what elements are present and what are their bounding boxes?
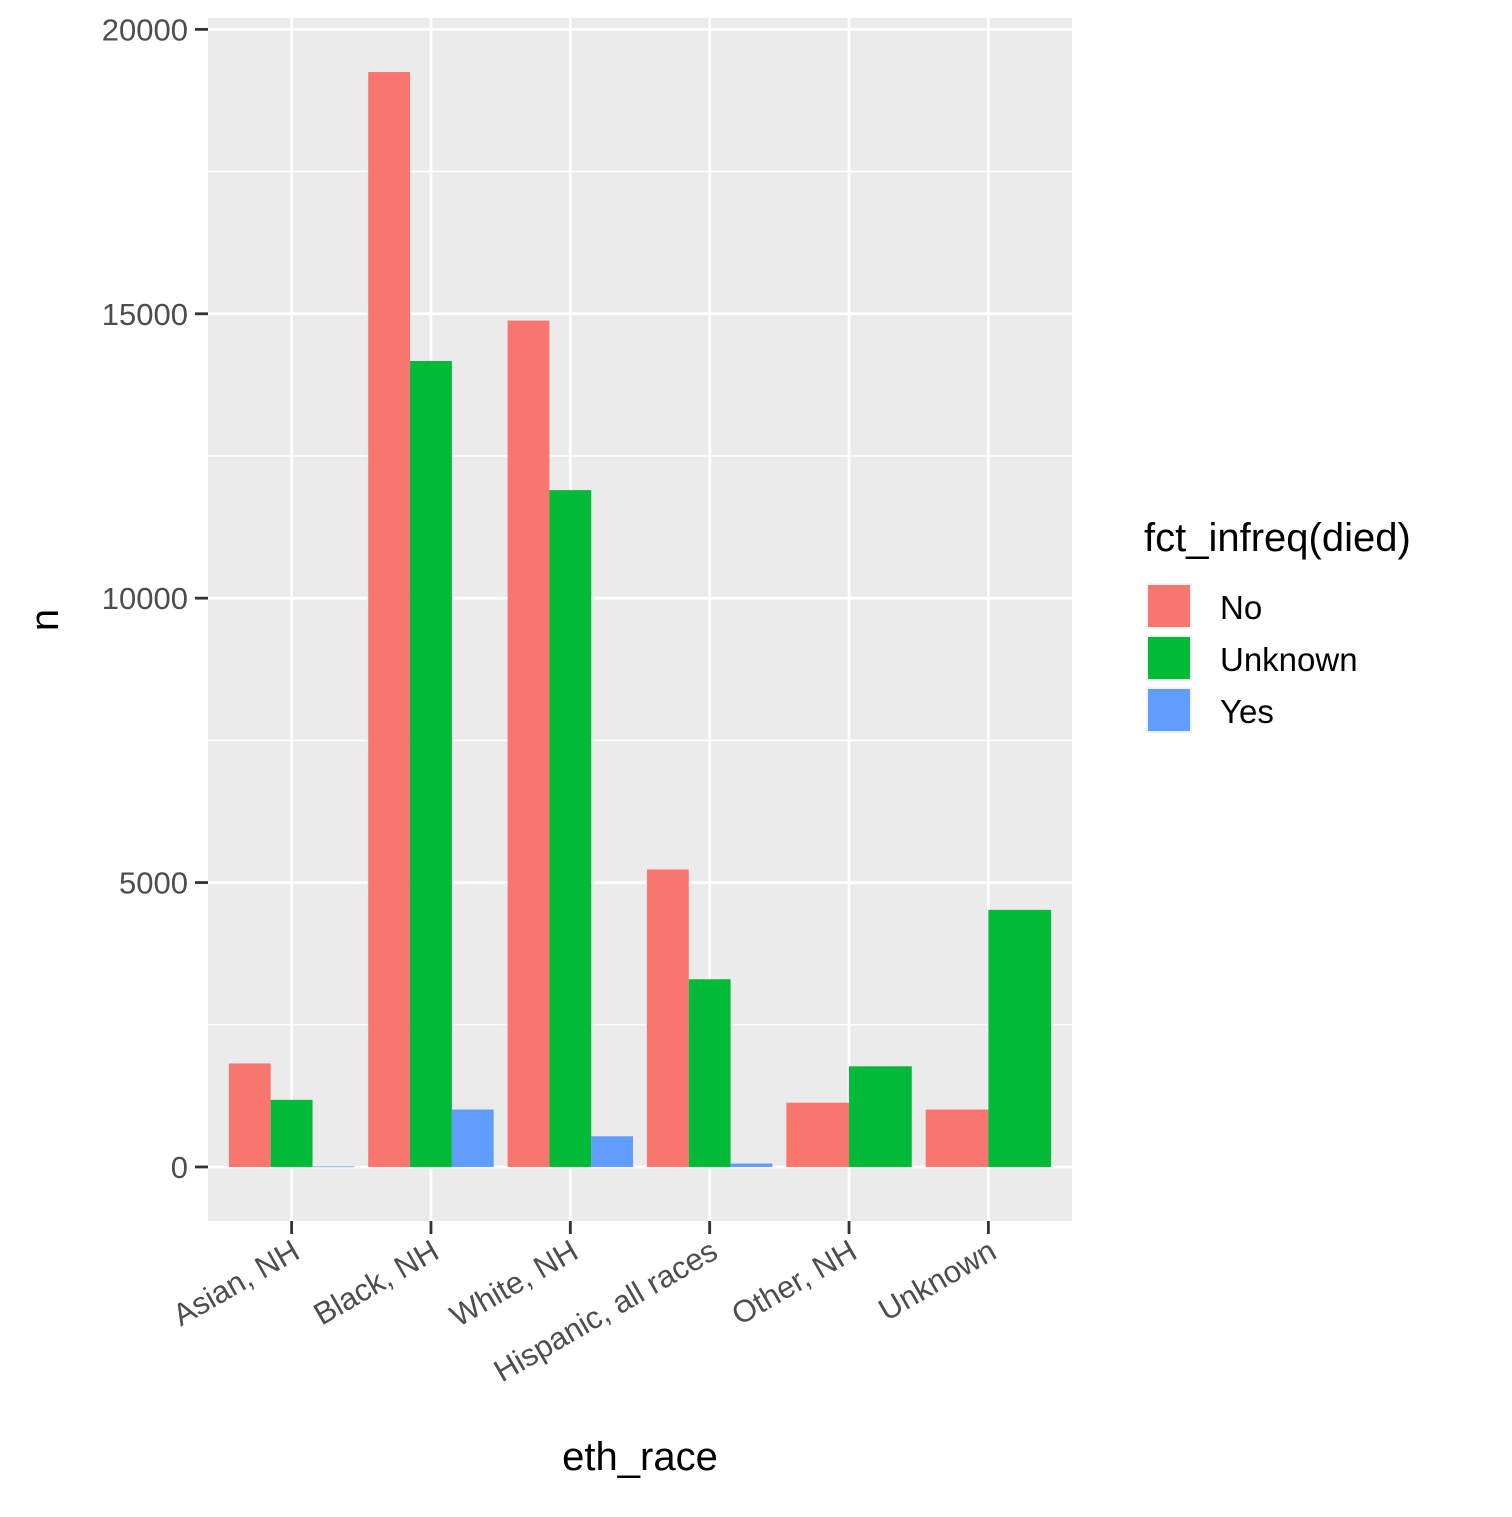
bar xyxy=(549,490,592,1167)
x-tick-label: Other, NH xyxy=(726,1233,863,1332)
legend-key xyxy=(1148,637,1190,679)
bar xyxy=(410,360,452,1167)
bar xyxy=(646,869,689,1167)
y-tick-label: 5000 xyxy=(119,866,188,901)
x-tick-label: Unknown xyxy=(872,1233,1001,1328)
legend: fct_infreq(died) No Unknown Yes xyxy=(1144,516,1411,733)
bar xyxy=(925,1109,989,1167)
bar xyxy=(591,1136,634,1167)
x-tick-label: Asian, NH xyxy=(167,1233,305,1333)
bar xyxy=(988,909,1052,1167)
bar xyxy=(730,1163,773,1167)
bar xyxy=(507,320,550,1167)
bar xyxy=(688,979,731,1167)
y-axis-title: n xyxy=(23,609,67,631)
bar xyxy=(312,1166,355,1168)
bar xyxy=(228,1063,271,1167)
legend-title: fct_infreq(died) xyxy=(1144,516,1411,560)
legend-label: Unknown xyxy=(1220,641,1358,678)
legend-key xyxy=(1148,689,1190,731)
y-tick-label: 0 xyxy=(171,1150,188,1185)
x-axis-title: eth_race xyxy=(562,1435,718,1479)
bar xyxy=(786,1102,850,1167)
legend-key xyxy=(1148,585,1190,627)
x-tick-label: Hispanic, all races xyxy=(488,1233,723,1389)
bar xyxy=(451,1109,494,1167)
y-tick-label: 20000 xyxy=(102,12,188,47)
legend-label: No xyxy=(1220,589,1262,626)
y-axis: 0 5000 10000 15000 20000 xyxy=(102,12,208,1185)
plot-panel xyxy=(208,18,1072,1221)
y-tick-label: 15000 xyxy=(102,297,188,332)
bar xyxy=(368,72,411,1167)
minor-grid xyxy=(208,170,1072,1026)
bar xyxy=(849,1066,912,1167)
bars xyxy=(228,72,1052,1168)
legend-label: Yes xyxy=(1220,693,1274,730)
bar xyxy=(270,1099,313,1167)
y-tick-label: 10000 xyxy=(102,581,188,616)
x-tick-label: Black, NH xyxy=(308,1233,445,1332)
